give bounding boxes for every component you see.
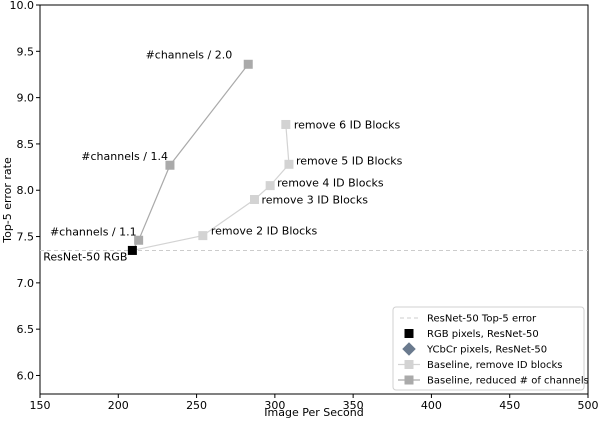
x-tick-label: 300: [264, 399, 285, 412]
markers-layer: [127, 59, 294, 255]
data-point: [265, 181, 275, 191]
legend-swatch: [404, 329, 414, 338]
x-tick-label: 350: [343, 399, 364, 412]
series-line-2: [132, 124, 290, 252]
y-tick-label: 8.0: [17, 184, 35, 197]
x-axis-label: Image Per Second: [264, 406, 363, 419]
data-point: [243, 59, 253, 69]
y-tick-label: 9.5: [17, 45, 35, 58]
x-tick-label: 250: [186, 399, 207, 412]
data-point: [198, 231, 208, 241]
point-annotation: ResNet-50 RGB: [43, 250, 127, 263]
legend-box: [392, 306, 585, 391]
data-point: [281, 119, 291, 129]
legend-swatch: [402, 342, 416, 356]
legend-swatch: [404, 360, 414, 369]
legend-swatch: [404, 375, 414, 385]
y-tick-label: 6.0: [17, 369, 35, 382]
x-tick-label: 400: [421, 399, 442, 412]
tick-layer: 150 200 250 300 350 400 450 500 6.0 6.5 7.0 7.5 8.0 8…: [10, 0, 599, 412]
y-axis-label: Top-5 error rate: [1, 157, 14, 244]
data-point: [134, 235, 144, 245]
x-tick-label: 500: [578, 399, 599, 412]
x-tick-label: 450: [499, 399, 520, 412]
point-annotation: #channels / 2.0: [146, 48, 233, 61]
annotations-layer: ResNet-50 RGB remove 2 ID Blocks remove 3 …: [43, 48, 402, 263]
series-lines-layer: [131, 63, 290, 252]
legend-label: RGB pixels, ResNet-50: [427, 329, 539, 340]
legend-label: ResNet-50 Top-5 error: [427, 314, 537, 325]
point-annotation: remove 4 ID Blocks: [277, 177, 384, 190]
x-tick-label: 200: [108, 399, 129, 412]
point-annotation: #channels / 1.4: [81, 150, 168, 163]
point-annotation: #channels / 1.1: [50, 225, 137, 238]
data-point: [250, 195, 260, 204]
data-point: [127, 245, 137, 255]
data-point: [165, 160, 175, 170]
y-tick-label: 9.0: [17, 92, 35, 105]
legend-label: YCbCr pixels, ResNet-50: [426, 345, 547, 356]
point-annotation: remove 2 ID Blocks: [211, 225, 318, 238]
point-annotation: remove 3 ID Blocks: [262, 194, 369, 207]
point-annotation: remove 5 ID Blocks: [296, 154, 403, 167]
legend-label: Baseline, remove ID blocks: [427, 360, 562, 371]
legend: ResNet-50 Top-5 error RGB pixels, ResNet-…: [392, 306, 589, 391]
y-tick-label: 7.5: [17, 231, 35, 244]
point-annotation: remove 6 ID Blocks: [294, 118, 401, 131]
x-tick-label: 150: [30, 399, 51, 412]
y-tick-label: 10.0: [10, 0, 35, 12]
y-tick-label: 6.5: [17, 323, 35, 336]
series-line-3: [131, 63, 249, 251]
y-tick-label: 8.5: [17, 138, 35, 151]
y-tick-label: 7.0: [17, 277, 35, 290]
data-point: [284, 159, 294, 169]
plot-frame: [39, 4, 589, 395]
legend-label: Baseline, reduced # of channels: [427, 376, 589, 387]
